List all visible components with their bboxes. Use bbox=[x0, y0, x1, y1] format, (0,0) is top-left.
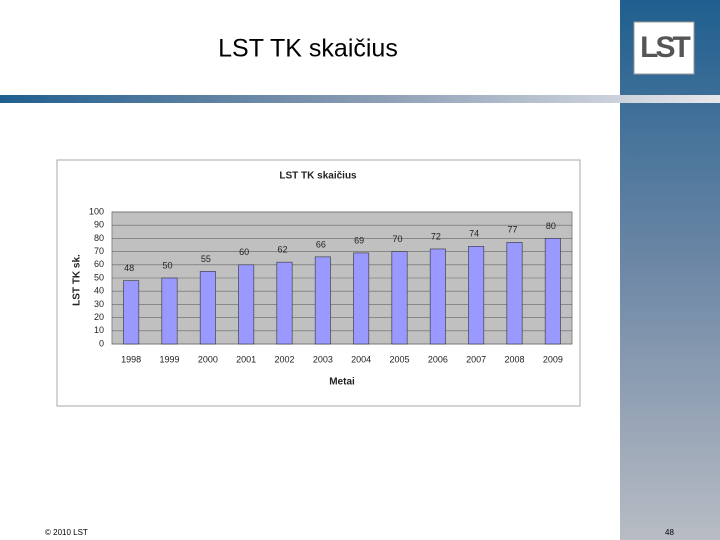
bar bbox=[391, 251, 408, 345]
data-label: 70 bbox=[392, 234, 402, 244]
x-tick-label: 2002 bbox=[274, 354, 294, 364]
bar bbox=[468, 246, 485, 345]
bar bbox=[544, 238, 561, 345]
x-tick-label: 2006 bbox=[428, 354, 448, 364]
y-tick-label: 80 bbox=[94, 233, 104, 243]
x-tick-label: 2008 bbox=[504, 354, 524, 364]
data-label: 60 bbox=[239, 247, 249, 257]
logo: LST bbox=[640, 31, 690, 64]
logo-box bbox=[633, 21, 695, 75]
bar bbox=[123, 280, 140, 345]
bar bbox=[314, 256, 331, 345]
data-label: 55 bbox=[201, 254, 211, 264]
data-label: 72 bbox=[431, 231, 441, 241]
bar bbox=[429, 248, 446, 345]
bar bbox=[353, 252, 370, 345]
x-tick-label: 2007 bbox=[466, 354, 486, 364]
data-label: 66 bbox=[316, 239, 326, 249]
y-tick-label: 40 bbox=[94, 286, 104, 296]
x-tick-label: 2000 bbox=[198, 354, 218, 364]
data-label: 69 bbox=[354, 235, 364, 245]
data-label: 74 bbox=[469, 229, 479, 239]
bar bbox=[199, 271, 216, 345]
page-number: 48 bbox=[665, 528, 674, 537]
bar bbox=[238, 264, 255, 345]
y-axis-label: LST TK sk. bbox=[72, 254, 83, 306]
bar bbox=[161, 277, 178, 345]
slide-title: LST TK skaičius bbox=[218, 35, 398, 63]
x-tick-label: 2001 bbox=[236, 354, 256, 364]
x-tick-label: 1999 bbox=[159, 354, 179, 364]
x-tick-label: 2009 bbox=[543, 354, 563, 364]
y-tick-label: 10 bbox=[94, 325, 104, 335]
y-tick-label: 20 bbox=[94, 312, 104, 322]
bar bbox=[506, 242, 523, 345]
chart-title: LST TK skaičius bbox=[279, 171, 357, 182]
data-label: 62 bbox=[277, 245, 287, 255]
data-label: 50 bbox=[162, 260, 172, 270]
y-tick-label: 30 bbox=[94, 299, 104, 309]
y-tick-label: 50 bbox=[94, 272, 104, 282]
y-tick-label: 70 bbox=[94, 246, 104, 256]
x-tick-label: 2003 bbox=[313, 354, 333, 364]
x-axis-label: Metai bbox=[329, 377, 355, 388]
x-tick-label: 2005 bbox=[389, 354, 409, 364]
x-tick-label: 1998 bbox=[121, 354, 141, 364]
x-tick-label: 2004 bbox=[351, 354, 371, 364]
side-strip bbox=[620, 0, 720, 540]
y-tick-label: 60 bbox=[94, 259, 104, 269]
bar bbox=[276, 261, 293, 345]
data-label: 80 bbox=[546, 221, 556, 231]
footer: © 2010 LST bbox=[45, 528, 88, 537]
y-tick-label: 90 bbox=[94, 220, 104, 230]
y-tick-label: 100 bbox=[89, 206, 104, 216]
header-bar bbox=[0, 95, 720, 103]
y-tick-label: 0 bbox=[99, 338, 104, 348]
data-label: 48 bbox=[124, 263, 134, 273]
data-label: 77 bbox=[507, 225, 517, 235]
